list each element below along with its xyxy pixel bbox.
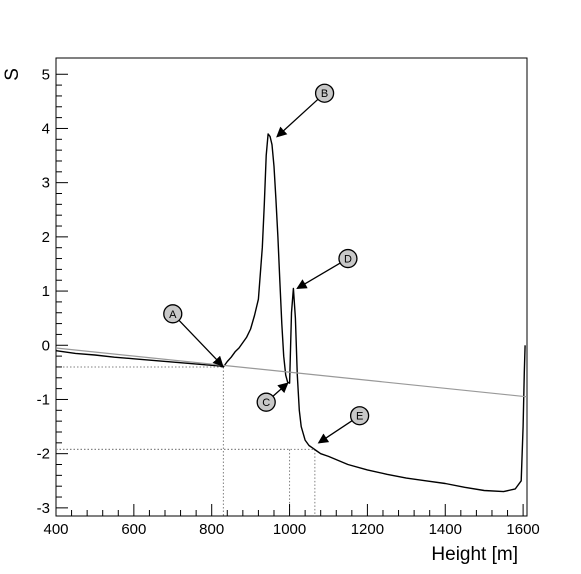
y-tick-label-3: 0 — [42, 337, 50, 354]
series-line-1 — [55, 347, 528, 398]
annotation-arrow-D — [296, 262, 341, 290]
x-tick-label-3: 1000 — [273, 521, 306, 538]
annotations: A B C D E — [163, 83, 370, 444]
annotation-arrow-C — [272, 382, 289, 397]
y-tick-label-0: -3 — [37, 500, 50, 517]
annotation-label-E: E — [356, 411, 363, 423]
y-tick-label-1: -2 — [37, 446, 50, 463]
y-tick-label-7: 4 — [42, 120, 50, 137]
annotation-circle-D — [338, 248, 358, 269]
x-tick-label-5: 1400 — [429, 521, 462, 538]
guide-lines — [56, 366, 316, 516]
annotation-label-C: C — [262, 397, 270, 409]
y-axis-title: S — [2, 68, 23, 81]
annotation-arrow-E — [317, 420, 353, 444]
series-line-0 — [55, 133, 526, 493]
y-tick-label-4: 1 — [42, 283, 50, 300]
x-tick-label-2: 800 — [199, 521, 224, 538]
annotation-circle-B — [314, 83, 335, 103]
y-tick-label-5: 2 — [42, 229, 50, 246]
annotation-circle-E — [349, 406, 370, 426]
annotation-arrow-B — [276, 98, 319, 138]
x-axis-title: Height [m] — [431, 544, 518, 565]
y-tick-label-2: -1 — [37, 391, 50, 408]
x-axis-ticks: 400 600 800 1000 1200 1400 1600 — [43, 504, 540, 538]
annotation-circle-A — [163, 304, 183, 324]
y-axis-ticks: -3 -2 -1 0 1 2 3 4 5 — [37, 66, 68, 517]
annotation-label-B: B — [321, 88, 328, 100]
x-tick-label-6: 1600 — [506, 521, 539, 538]
y-tick-label-6: 3 — [42, 175, 50, 192]
series-layer — [55, 133, 528, 493]
x-tick-label-4: 1200 — [351, 521, 384, 538]
annotation-circle-C — [256, 392, 276, 412]
x-tick-label-0: 400 — [43, 521, 68, 538]
annotation-label-D: D — [344, 254, 352, 266]
x-tick-label-1: 600 — [121, 521, 146, 538]
plot-frame — [55, 57, 528, 517]
annotation-label-A: A — [169, 309, 177, 321]
annotation-arrow-A — [178, 319, 224, 367]
y-tick-label-8: 5 — [42, 66, 50, 83]
